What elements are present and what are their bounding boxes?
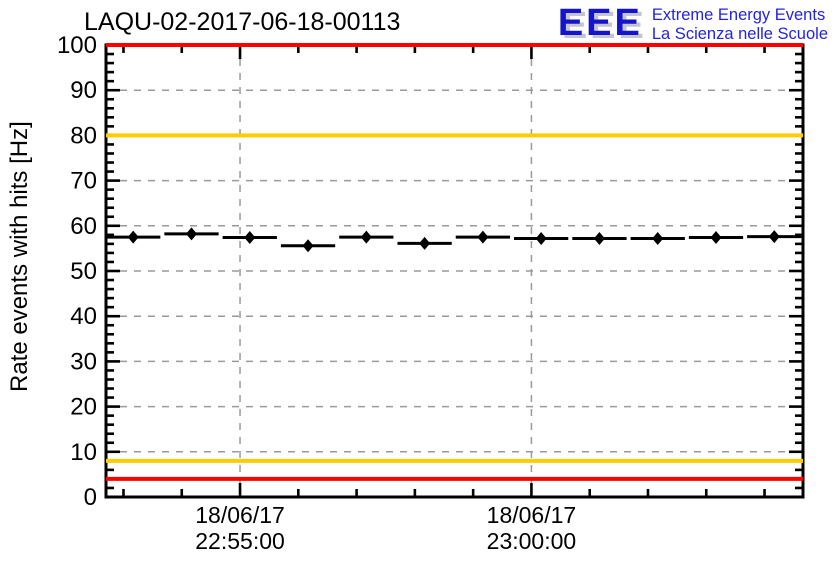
data-point-marker bbox=[127, 230, 139, 244]
data-point-marker bbox=[768, 230, 780, 244]
eee-logo: EEE Extreme Energy Events La Scienza nel… bbox=[557, 2, 828, 44]
y-tick-label: 90 bbox=[70, 77, 97, 104]
x-tick-label-date: 18/06/17 bbox=[487, 502, 577, 528]
y-tick-label: 0 bbox=[84, 484, 97, 511]
data-point-marker bbox=[593, 231, 605, 245]
data-point-marker bbox=[302, 239, 314, 253]
y-tick-label: 30 bbox=[70, 348, 97, 375]
y-axis-title: Rate events with hits [Hz] bbox=[6, 121, 33, 392]
plot-title: LAQU-02-2017-06-18-00113 bbox=[84, 8, 401, 36]
data-point-marker bbox=[710, 231, 722, 245]
y-tick-label: 10 bbox=[70, 439, 97, 466]
data-point-marker bbox=[419, 236, 431, 250]
y-tick-label: 80 bbox=[70, 122, 97, 149]
eee-logo-line-1: Extreme Energy Events bbox=[651, 6, 826, 24]
eee-logo-text: Extreme Energy Events La Scienza nelle S… bbox=[652, 6, 828, 44]
x-tick-label-time: 22:55:00 bbox=[195, 528, 285, 554]
y-tick-label: 60 bbox=[70, 213, 97, 240]
eee-logo-line-2: La Scienza nelle Scuole bbox=[651, 25, 828, 43]
y-tick-label: 40 bbox=[70, 303, 97, 330]
data-point-marker bbox=[652, 231, 664, 245]
x-tick-label-time: 23:00:00 bbox=[487, 528, 577, 554]
y-tick-label: 20 bbox=[70, 394, 97, 421]
y-tick-label: 100 bbox=[57, 32, 97, 59]
data-point-marker bbox=[477, 230, 489, 244]
eee-logo-mark: EEE bbox=[557, 2, 643, 44]
x-tick-label-date: 18/06/17 bbox=[195, 502, 285, 528]
data-point-marker bbox=[244, 231, 256, 245]
data-point-marker bbox=[535, 231, 547, 245]
data-point-marker bbox=[360, 230, 372, 244]
y-tick-label: 70 bbox=[70, 168, 97, 195]
y-tick-label: 50 bbox=[70, 258, 97, 285]
data-point-marker bbox=[185, 227, 197, 241]
